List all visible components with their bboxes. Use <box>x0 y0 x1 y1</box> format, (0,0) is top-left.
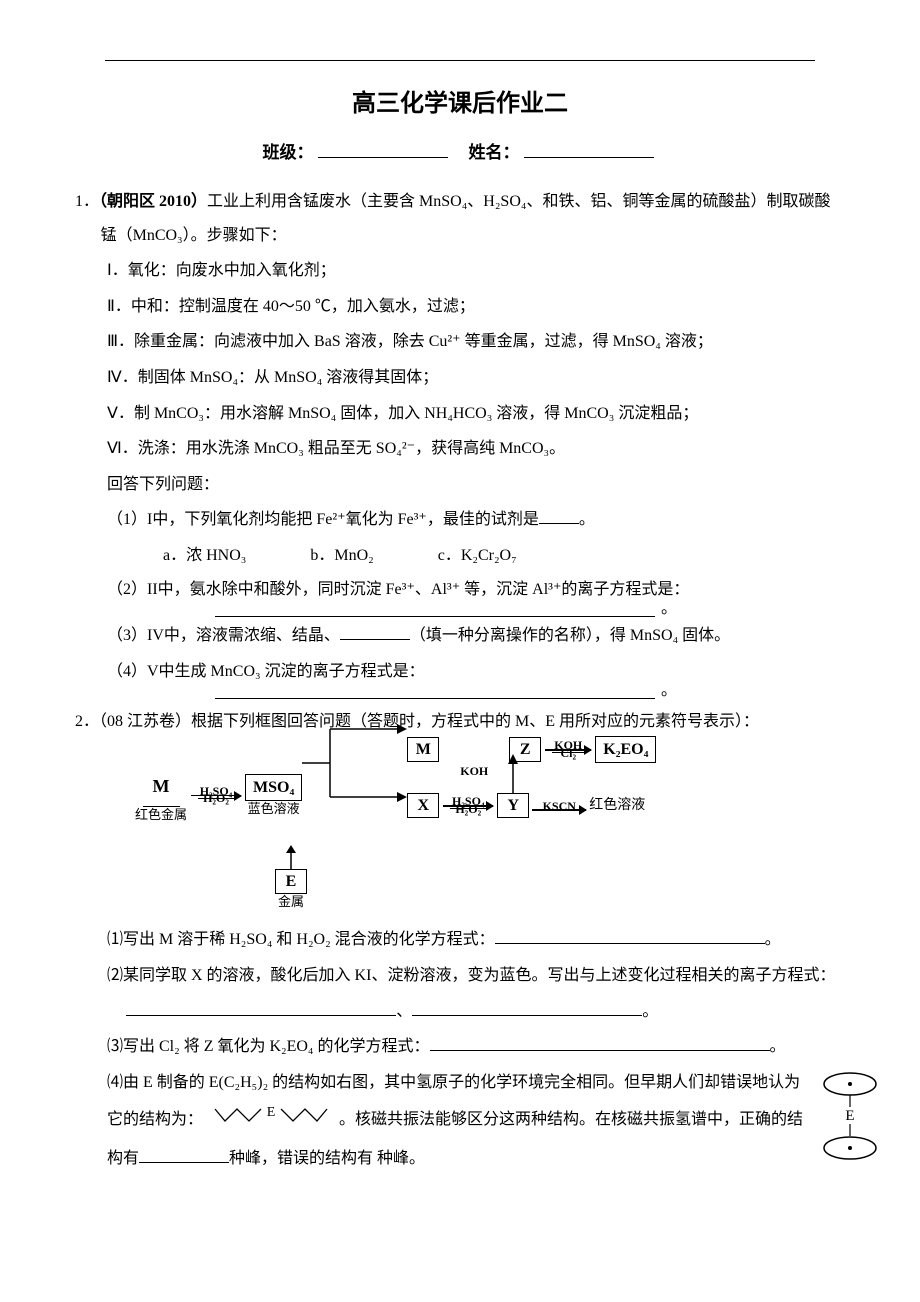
q2-p1-blank[interactable] <box>495 931 765 945</box>
q2-part4: E ⑷由 E 制备的 E(C₂H₅)₂ 的结构如右图，其中氢原子的化学环境完全相… <box>75 1066 845 1179</box>
q1-p4-period: 。 <box>661 674 677 708</box>
node-MSO4: MSO₄ <box>245 774 302 801</box>
q2-part1: ⑴写出 M 溶于稀 H₂SO₄ 和 H₂O₂ 混合液的化学方程式： 。 <box>75 923 845 957</box>
svg-text:E: E <box>267 1105 276 1120</box>
branch-lines <box>302 717 407 809</box>
q1-opt-c: c．K₂Cr₂O₇ <box>438 539 517 573</box>
q1-part2-blank[interactable] <box>215 616 655 617</box>
q1-part1: （1）I中，下列氧化剂均能把 Fe²⁺氧化为 Fe³⁺，最佳的试剂是 。 <box>75 503 845 537</box>
svg-text:E: E <box>845 1108 854 1124</box>
q2-part2: ⑵某同学取 X 的溶液，酸化后加入 KI、淀粉溶液，变为蓝色。写出与上述变化过程… <box>75 959 845 993</box>
q1-options: a．浓 HNO₃ b．MnO₂ c．K₂Cr₂O₇ <box>75 539 845 573</box>
subhead: 班级： 姓名： <box>75 135 845 171</box>
q1-part1-text-b: 。 <box>579 511 595 528</box>
node-Y-label: Y <box>507 797 519 814</box>
node-X: X <box>407 793 439 818</box>
arrow-X-Y: H₂SO₄ H₂O₂ <box>439 795 497 816</box>
class-blank[interactable] <box>318 143 448 158</box>
cap-E: 金属 <box>278 895 304 909</box>
q1-step5: Ⅴ．制 MnCO₃：用水溶解 MnSO₄ 固体，加入 NH₄HCO₃ 溶液，得 … <box>75 397 845 431</box>
class-label: 班级： <box>263 143 314 162</box>
q1-p2-period: 。 <box>661 592 677 626</box>
ferrocene-wrong-structure: E <box>211 1099 331 1142</box>
q1-part3-text-a: （3）IV中，溶液需浓缩、结晶、 <box>107 627 340 644</box>
q2-p1-a: ⑴写出 M 溶于稀 H₂SO₄ 和 H₂O₂ 混合液的化学方程式： <box>107 931 495 948</box>
q1-stem: 工业上利用含锰废水（主要含 MnSO₄、H₂SO₄、和铁、铝、铜等金属的硫酸盐）… <box>101 193 831 244</box>
arrow-Y-red: KSCN <box>529 800 589 811</box>
q2-stem: 根据下列框图回答问题（答题时，方程式中的 M、E 用所对应的元素符号表示）： <box>191 713 759 730</box>
q2-p4-d: 种峰。 <box>377 1150 425 1167</box>
q1-part4-blank[interactable] <box>215 698 655 699</box>
arrow-Y-Z <box>493 754 533 794</box>
label-KSCN: KSCN <box>541 800 578 813</box>
q1-part4: （4）V中生成 MnCO₃ 沉淀的离子方程式是： <box>75 655 845 689</box>
q1-step6: Ⅵ．洗涤：用水洗涤 MnCO₃ 粗品至无 SO₄²⁻，获得高纯 MnCO₃。 <box>75 432 845 466</box>
q2-p2-mid: 、 <box>396 1003 412 1020</box>
q1-opt-a: a．浓 HNO₃ <box>163 539 246 573</box>
q2-p2-blank2[interactable] <box>412 1002 642 1016</box>
name-blank[interactable] <box>524 143 654 158</box>
name-label: 姓名： <box>469 143 520 162</box>
q1-step2: Ⅱ．中和：控制温度在 40～50 ℃，加入氨水，过滤； <box>75 290 845 324</box>
q2-p3-blank[interactable] <box>430 1038 770 1052</box>
label-red-solution: 红色溶液 <box>589 791 645 820</box>
cap-MSO4: 蓝色溶液 <box>248 802 300 816</box>
q1-step4: Ⅳ．制固体 MnSO₄：从 MnSO₄ 溶液得其固体； <box>75 361 845 395</box>
q2-p3-a: ⑶写出 Cl₂ 将 Z 氧化为 K₂EO₄ 的化学方程式： <box>107 1038 430 1055</box>
arrow-Z-K2EO4: KOH Cl₂ <box>541 739 595 760</box>
q2-p3-b: 。 <box>770 1038 786 1055</box>
cap-M: 红色金属 <box>135 808 187 822</box>
q2-p2-a: ⑵某同学取 X 的溶液，酸化后加入 KI、淀粉溶液，变为蓝色。写出与上述变化过程… <box>107 967 835 984</box>
q1-part2: （2）II中，氨水除中和酸外，同时沉淀 Fe³⁺、Al³⁺ 等，沉淀 Al³⁺的… <box>75 573 845 607</box>
q1-opt-b: b．MnO₂ <box>310 539 373 573</box>
node-M: M <box>153 776 170 796</box>
q2-p4-c: 种峰，错误的结构有 <box>229 1150 373 1167</box>
q2-p1-b: 。 <box>765 931 781 948</box>
node-E: E <box>275 869 307 894</box>
q1-step1: Ⅰ．氧化：向废水中加入氧化剂； <box>75 254 845 288</box>
q2-number: 2． <box>75 713 99 730</box>
q1-source: （朝阳区 2010） <box>99 193 207 210</box>
arrow-M-MSO4: H₂SO₄ H₂O₂ <box>187 785 245 806</box>
ferrocene-correct-structure: E <box>815 1066 885 1179</box>
q1: 1．（朝阳区 2010）工业上利用含锰废水（主要含 MnSO₄、H₂SO₄、和铁… <box>75 185 845 252</box>
q2-diagram: M 红色金属 H₂SO₄ H₂O₂ MSO₄ 蓝色溶液 <box>135 749 795 909</box>
q2-source: （08 江苏卷） <box>99 713 191 730</box>
q2-part2-blanks: 、。 <box>75 995 845 1029</box>
q1-step3: Ⅲ．除重金属：向滤液中加入 BaS 溶液，除去 Cu²⁺ 等重金属，过滤，得 M… <box>75 325 845 359</box>
node-M2: M <box>407 737 439 762</box>
label-KOH-up: KOH <box>460 764 488 778</box>
q1-part1-blank[interactable] <box>539 511 579 525</box>
q2: 2．（08 江苏卷）根据下列框图回答问题（答题时，方程式中的 M、E 用所对应的… <box>75 705 845 739</box>
q1-part1-text-a: （1）I中，下列氧化剂均能把 Fe²⁺氧化为 Fe³⁺，最佳的试剂是 <box>107 511 539 528</box>
arrow-E-up <box>281 845 301 871</box>
q1-part3-text-b: （填一种分离操作的名称），得 MnSO₄ 固体。 <box>410 627 730 644</box>
q2-p4-blank1[interactable] <box>139 1149 229 1163</box>
top-horizontal-rule <box>105 60 815 61</box>
q1-part3-blank[interactable] <box>340 627 410 641</box>
q1-number: 1． <box>75 193 99 210</box>
node-K2EO4: K₂EO₄ <box>595 736 656 763</box>
q2-p2-b: 。 <box>642 1003 658 1020</box>
q2-part3: ⑶写出 Cl₂ 将 Z 氧化为 K₂EO₄ 的化学方程式： 。 <box>75 1030 845 1064</box>
q2-p2-blank1[interactable] <box>126 1002 396 1016</box>
q1-answer-label: 回答下列问题： <box>75 468 845 502</box>
q1-part3: （3）IV中，溶液需浓缩、结晶、 （填一种分离操作的名称），得 MnSO₄ 固体。 <box>75 619 845 653</box>
page-title: 高三化学课后作业二 <box>75 79 845 129</box>
node-Y: Y KOH <box>497 793 529 818</box>
